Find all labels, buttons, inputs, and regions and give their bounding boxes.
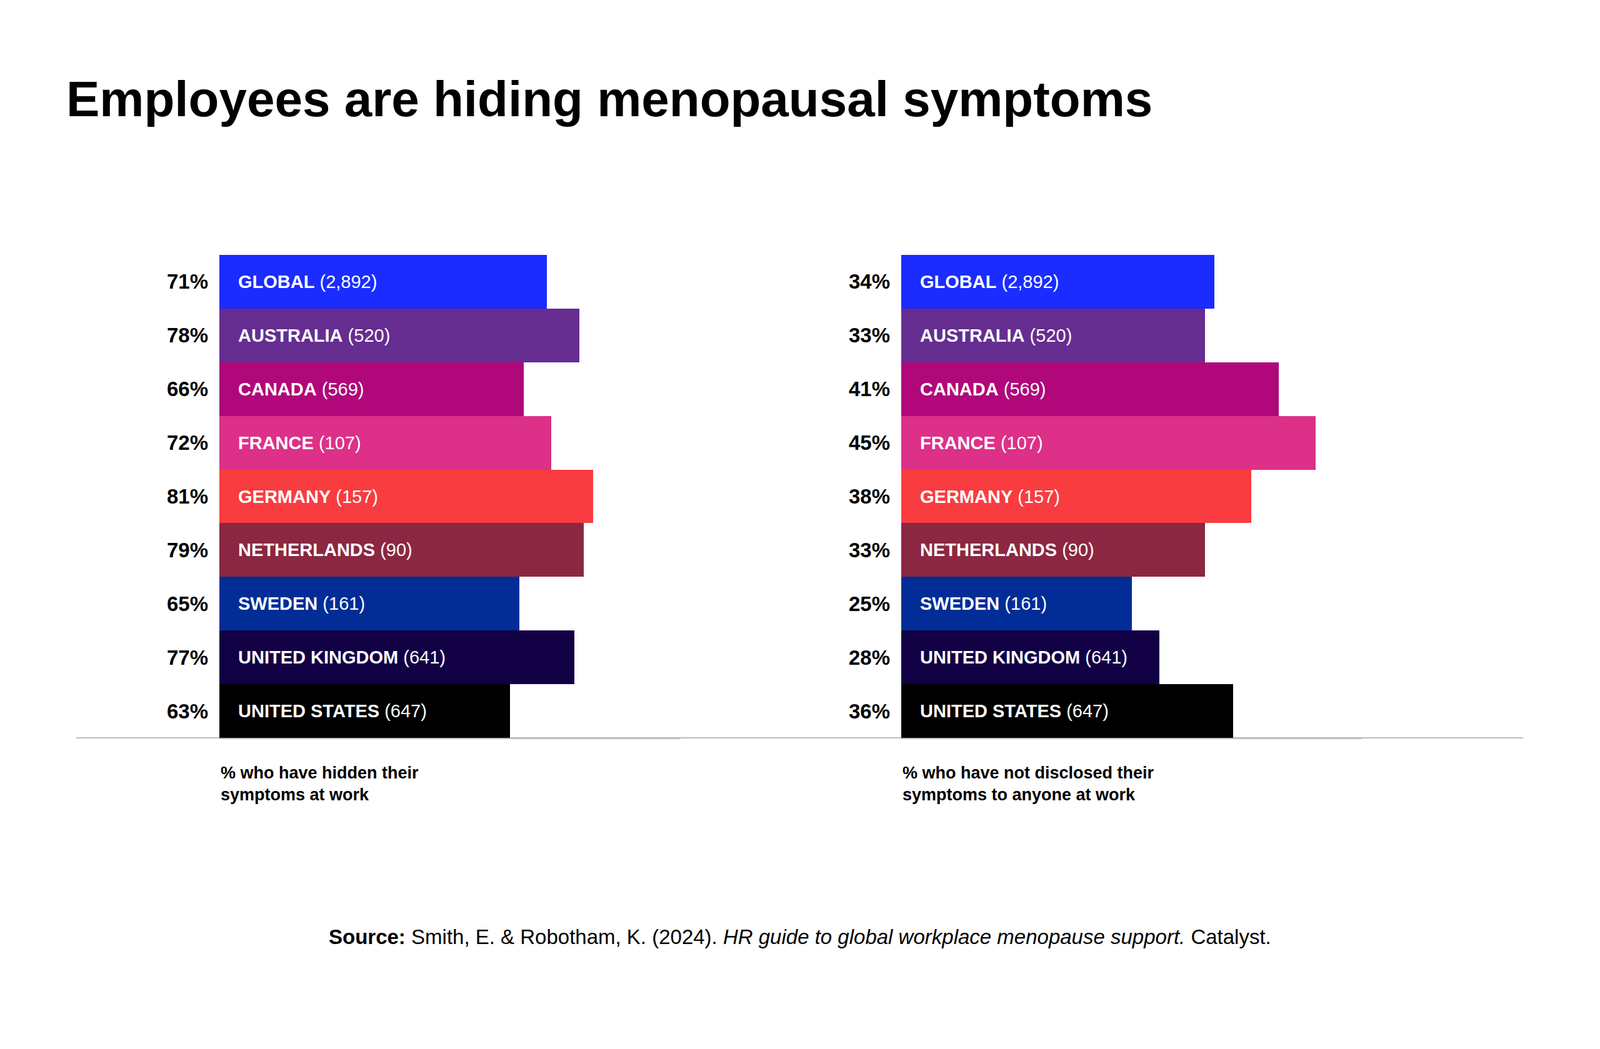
svg-text:28%: 28% bbox=[848, 646, 890, 670]
svg-text:AUSTRALIA (520): AUSTRALIA (520) bbox=[238, 325, 390, 346]
svg-text:AUSTRALIA (520): AUSTRALIA (520) bbox=[920, 325, 1072, 346]
svg-text:GERMANY (157): GERMANY (157) bbox=[238, 486, 379, 507]
svg-text:UNITED KINGDOM (641): UNITED KINGDOM (641) bbox=[920, 647, 1128, 668]
svg-text:NETHERLANDS (90): NETHERLANDS (90) bbox=[238, 540, 413, 560]
svg-text:77%: 77% bbox=[166, 646, 209, 670]
svg-text:Source: Smith, E. & Robotham,: Source: Smith, E. & Robotham, K. (2024).… bbox=[328, 925, 1272, 949]
svg-text:66%: 66% bbox=[166, 377, 209, 401]
svg-text:UNITED STATES (647): UNITED STATES (647) bbox=[238, 701, 427, 722]
svg-text:CANADA (569): CANADA (569) bbox=[238, 379, 364, 400]
svg-text:FRANCE (107): FRANCE (107) bbox=[920, 433, 1044, 454]
svg-text:71%: 71% bbox=[166, 270, 209, 294]
svg-text:78%: 78% bbox=[166, 323, 209, 347]
svg-text:25%: 25% bbox=[848, 592, 890, 616]
svg-text:33%: 33% bbox=[848, 323, 890, 347]
svg-text:72%: 72% bbox=[166, 431, 209, 455]
svg-text:81%: 81% bbox=[166, 485, 209, 509]
svg-text:GERMANY (157): GERMANY (157) bbox=[920, 486, 1060, 507]
svg-text:SWEDEN (161): SWEDEN (161) bbox=[238, 593, 365, 614]
svg-text:63%: 63% bbox=[166, 700, 209, 724]
svg-text:% who have not disclosed their: % who have not disclosed theirsymptoms t… bbox=[902, 763, 1155, 805]
svg-text:38%: 38% bbox=[848, 485, 890, 509]
svg-text:GLOBAL (2,892): GLOBAL (2,892) bbox=[920, 271, 1059, 292]
svg-text:36%: 36% bbox=[848, 700, 890, 724]
svg-text:% who have hidden theirsymptom: % who have hidden theirsymptoms at work bbox=[220, 763, 419, 805]
svg-text:GLOBAL (2,892): GLOBAL (2,892) bbox=[238, 271, 377, 292]
svg-text:79%: 79% bbox=[166, 538, 209, 562]
svg-text:UNITED STATES (647): UNITED STATES (647) bbox=[920, 701, 1109, 722]
svg-text:SWEDEN (161): SWEDEN (161) bbox=[920, 593, 1047, 614]
svg-text:CANADA (569): CANADA (569) bbox=[920, 379, 1046, 400]
svg-text:UNITED KINGDOM (641): UNITED KINGDOM (641) bbox=[238, 647, 446, 668]
svg-text:45%: 45% bbox=[848, 431, 890, 455]
svg-text:65%: 65% bbox=[166, 592, 209, 616]
svg-text:41%: 41% bbox=[848, 377, 890, 401]
svg-text:34%: 34% bbox=[848, 270, 890, 294]
svg-text:33%: 33% bbox=[848, 538, 890, 562]
svg-text:NETHERLANDS (90): NETHERLANDS (90) bbox=[920, 540, 1095, 560]
svg-text:FRANCE (107): FRANCE (107) bbox=[238, 433, 362, 454]
svg-text:Employees are hiding menopausa: Employees are hiding menopausal symptoms bbox=[66, 71, 1153, 127]
